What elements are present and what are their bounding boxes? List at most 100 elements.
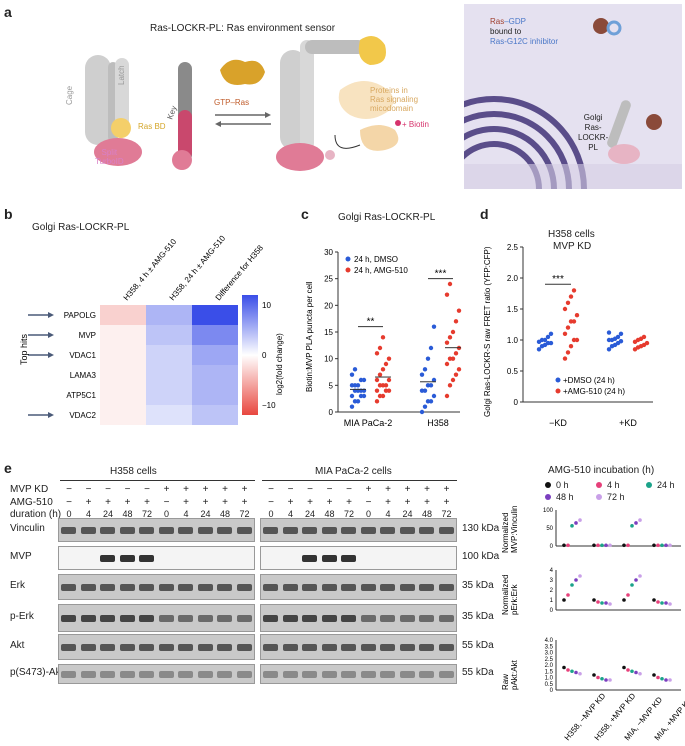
ylabel: Golgi Ras-LOCKR-S raw FRET ratio (YFP:CF…	[483, 246, 492, 417]
data-point	[447, 335, 453, 340]
data-point	[386, 377, 392, 383]
blot-band	[282, 644, 298, 651]
data-point	[377, 372, 383, 377]
e-data-point	[630, 583, 634, 587]
heatmap-cell	[192, 325, 238, 345]
data-point	[431, 393, 437, 399]
kd-lane-label: −	[66, 484, 72, 495]
legend-amg: 24 h, AMG-510	[354, 266, 408, 275]
panel-a-illustration: Cage Latch Key	[65, 36, 401, 171]
colorbar-label: log2(fold change)	[275, 333, 284, 395]
colorbar-tick: −10	[262, 401, 276, 410]
panel-d-title-1: H358 cells	[548, 229, 595, 240]
blot-band	[438, 527, 454, 534]
data-point	[447, 383, 453, 388]
kda-label: 130 kDa	[462, 523, 500, 534]
data-point	[574, 313, 580, 318]
blot-band	[61, 584, 76, 591]
proteins-label: Proteins in Ras signaling micodomain	[370, 86, 419, 113]
e-data-point	[656, 543, 660, 548]
data-point	[428, 399, 434, 404]
duration-lane-label: 24	[304, 509, 315, 519]
blot-band	[438, 671, 454, 678]
e-ytick: 4.0	[545, 638, 554, 644]
kd-lane-label: +	[222, 484, 228, 495]
blot-band	[100, 584, 115, 591]
panel-b-title: Golgi Ras-LOCKR-PL	[32, 222, 130, 233]
heatmap-cell	[192, 365, 238, 385]
kd-lane-label: +	[241, 484, 248, 495]
data-point	[453, 319, 459, 324]
amg-lane-label: +	[404, 497, 411, 508]
blot-band	[399, 527, 415, 534]
heatmap-cell	[146, 305, 192, 325]
e-data-point	[656, 600, 660, 604]
mvp-kd-label: MVP KD	[10, 484, 49, 495]
heatmap-col-label: Difference for H358	[214, 243, 266, 302]
lockr-open-icon	[276, 36, 401, 171]
data-point	[428, 383, 434, 388]
data-point	[422, 367, 428, 372]
duration-lane-label: 48	[219, 509, 230, 519]
blot-label: p-Erk	[10, 611, 34, 622]
data-point	[618, 339, 624, 344]
e-data-point	[634, 521, 638, 525]
colorbar	[242, 295, 258, 415]
e-data-point	[562, 665, 566, 670]
kda-label: 55 kDa	[462, 667, 494, 678]
data-point	[615, 334, 621, 340]
data-point	[562, 331, 568, 336]
blot-strip	[260, 664, 457, 684]
blot-band	[217, 584, 232, 591]
e-data-point	[566, 593, 570, 597]
e-ytick: 1	[550, 598, 554, 604]
e-data-point	[596, 600, 600, 604]
ytick: 10	[324, 355, 333, 364]
data-point	[456, 367, 462, 372]
heatmap-cell	[146, 405, 192, 425]
blot-strip	[58, 604, 255, 632]
lockr-closed-icon	[85, 55, 192, 170]
data-point	[431, 324, 437, 329]
data-point	[386, 388, 392, 393]
blot-band	[282, 527, 298, 534]
kd-lane-label: +	[443, 484, 450, 495]
blot-band	[236, 584, 252, 591]
duration-lane-label: 24	[402, 509, 413, 519]
scatter-c: 0 5 10 15 20 25 30 Biotin:MVP PLA puncta per ce…	[305, 248, 462, 428]
legend-dmso-marker	[345, 256, 351, 262]
sig-c2: ***	[435, 269, 447, 280]
panel-c-title: Golgi Ras-LOCKR-PL	[338, 212, 436, 223]
blot-band	[197, 527, 213, 534]
blot-band	[321, 615, 337, 622]
blot-band	[419, 644, 434, 651]
kda-label: 55 kDa	[462, 640, 494, 651]
blot-band	[419, 584, 434, 591]
e-data-point	[664, 678, 668, 682]
duration-lane-label: 4	[183, 509, 189, 519]
data-point	[453, 372, 459, 377]
blot-band	[119, 555, 135, 562]
kda-label: 100 kDa	[462, 551, 500, 562]
e-ytick: 3	[550, 578, 554, 584]
data-point	[548, 340, 554, 346]
e-data-point	[656, 675, 660, 680]
sig-d: ***	[552, 274, 564, 285]
ytick: 15	[324, 328, 333, 337]
legend-amg-marker	[555, 388, 561, 394]
blot-strip	[260, 634, 457, 660]
data-point	[352, 367, 358, 372]
data-point	[565, 350, 571, 355]
blot-band	[380, 584, 395, 591]
heatmap-cell	[146, 365, 192, 385]
amg-lane-label: −	[163, 497, 170, 508]
blot-band	[100, 527, 115, 534]
data-point	[456, 308, 462, 313]
kd-lane-label: +	[365, 484, 372, 495]
blot-band	[197, 584, 213, 591]
amg-lane-label: −	[66, 497, 72, 508]
heatmap-cell	[192, 345, 238, 365]
data-point	[431, 377, 437, 383]
e-ytick: 2.5	[545, 657, 554, 663]
data-point	[644, 340, 650, 346]
